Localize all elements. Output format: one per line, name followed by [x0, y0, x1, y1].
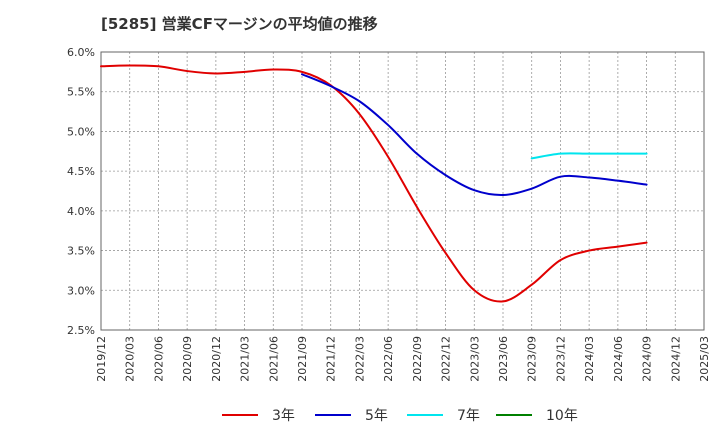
legend-swatch-7y — [407, 414, 443, 416]
x-tick-label: 2020/12 — [210, 336, 223, 382]
y-tick-label: 4.0% — [67, 205, 95, 218]
x-tick-label: 2023/12 — [554, 336, 567, 382]
x-tick-label: 2024/03 — [583, 336, 596, 382]
legend-label-5y: 5年 — [365, 408, 388, 424]
x-tick-label: 2021/09 — [296, 336, 309, 382]
plot-frame — [100, 51, 705, 331]
x-tick-label: 2023/09 — [526, 336, 539, 382]
x-tick-label: 2021/06 — [267, 336, 280, 382]
y-tick-label: 4.5% — [67, 165, 95, 178]
legend-label-10y: 10年 — [546, 408, 578, 424]
y-tick-label: 5.0% — [67, 125, 95, 138]
x-tick-label: 2022/12 — [440, 336, 453, 382]
x-tick-label: 2020/03 — [124, 336, 137, 382]
y-tick-label: 3.0% — [67, 284, 95, 297]
legend-item-5y: 5年 — [315, 404, 388, 426]
x-tick-label: 2025/03 — [698, 336, 711, 382]
chart-title: [5285] 営業CFマージンの平均値の推移 — [101, 15, 378, 33]
y-tick-label: 3.5% — [67, 245, 95, 258]
y-tick-label: 5.5% — [67, 86, 95, 99]
legend-swatch-10y — [496, 414, 532, 416]
series-7y-line — [530, 152, 648, 160]
x-tick-label: 2024/06 — [612, 336, 625, 382]
x-tick-label: 2021/12 — [325, 336, 338, 382]
x-tick-label: 2020/09 — [181, 336, 194, 382]
legend-item-7y: 7年 — [407, 404, 480, 426]
legend-swatch-3y — [222, 414, 258, 416]
legend-label-7y: 7年 — [457, 408, 480, 424]
legend-item-3y: 3年 — [222, 404, 295, 426]
legend-label-3y: 3年 — [272, 408, 295, 424]
legend-swatch-5y — [315, 414, 351, 416]
x-tick-label: 2022/06 — [382, 336, 395, 382]
x-tick-label: 2024/09 — [641, 336, 654, 382]
x-tick-label: 2024/12 — [669, 336, 682, 382]
legend: 3年 5年 7年 10年 — [0, 404, 720, 426]
x-tick-label: 2022/03 — [353, 336, 366, 382]
x-tick-label: 2023/03 — [468, 336, 481, 382]
y-tick-label: 2.5% — [67, 324, 95, 337]
x-tick-label: 2022/09 — [411, 336, 424, 382]
legend-item-10y: 10年 — [496, 404, 578, 426]
series-5y-line — [301, 73, 648, 196]
x-tick-label: 2021/03 — [239, 336, 252, 382]
x-tick-label: 2023/06 — [497, 336, 510, 382]
x-tick-label: 2020/06 — [152, 336, 165, 382]
series-3y-line — [100, 64, 648, 303]
y-tick-label: 6.0% — [67, 46, 95, 59]
x-tick-label: 2019/12 — [95, 336, 108, 382]
